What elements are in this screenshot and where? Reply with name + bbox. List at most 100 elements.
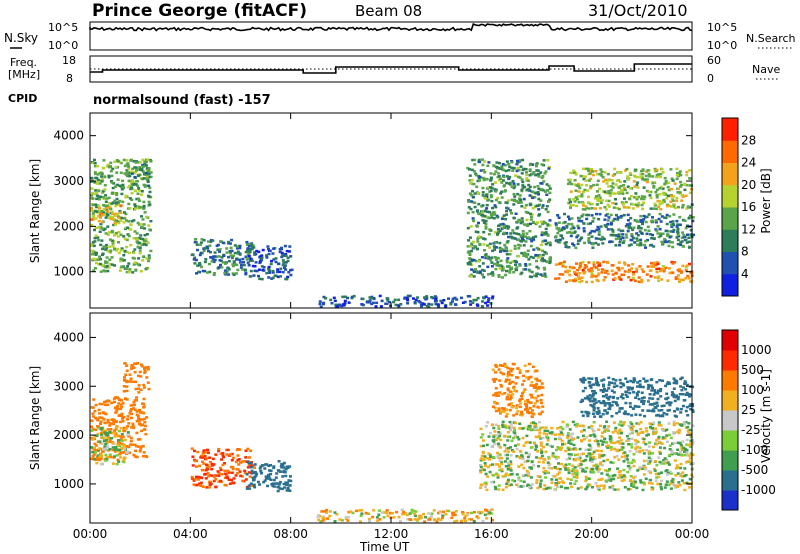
scatter-cell [140,177,144,181]
scatter-cell [539,437,543,440]
scatter-cell [489,186,492,189]
scatter-cell [571,242,575,245]
scatter-cell [648,422,652,425]
scatter-cell [667,483,671,487]
scatter-cell [639,241,643,245]
scatter-cell [249,269,253,273]
scatter-cell [138,168,142,171]
scatter-cell [475,185,479,189]
scatter-cell [672,203,676,207]
scatter-cell [688,169,692,172]
scatter-cell [470,178,474,182]
scatter-cell [248,250,252,254]
scatter-cell [501,423,505,427]
scatter-cell [138,246,142,249]
scatter-cell [110,230,114,234]
scatter-cell [405,296,409,300]
scatter-cell [265,256,269,259]
scatter-cell [368,296,372,299]
scatter-cell [276,485,280,489]
scatter-cell [640,169,643,173]
scatter-cell [115,426,118,429]
scatter-cell [516,175,520,179]
scatter-cell [246,257,249,260]
scatter-cell [569,234,573,238]
scatter-cell [675,167,679,171]
scatter-cell [588,269,592,273]
scatter-cell [524,264,528,267]
scatter-cell [628,171,632,175]
scatter-cell [494,365,498,368]
scatter-cell [497,178,501,182]
scatter-cell [190,477,194,480]
scatter-cell [537,187,541,191]
scatter-cell [253,269,257,273]
scatter-cell [221,463,225,467]
scatter-cell [225,453,229,456]
scatter-cell [572,266,576,270]
scatter-cell [658,193,662,196]
scatter-cell [529,401,533,404]
power-panel-frame [89,112,693,309]
scatter-cell [499,412,502,415]
scatter-cell [571,225,575,228]
scatter-cell [504,217,508,221]
scatter-cell [522,480,526,483]
scatter-cell [609,189,613,192]
scatter-cell [114,446,118,450]
scatter-cell [102,269,106,272]
scatter-cell [528,203,532,207]
scatter-cell [100,433,104,437]
scatter-cell [588,381,592,384]
scatter-cell [522,466,526,470]
scatter-cell [105,256,109,259]
scatter-cell [129,223,133,226]
scatter-cell [96,454,100,457]
scatter-cell [113,212,117,216]
scatter-cell [581,202,585,205]
scatter-cell [115,193,119,197]
scatter-cell [367,517,371,521]
scatter-cell [669,487,673,490]
scatter-cell [247,484,251,487]
scatter-cell [127,434,131,438]
scatter-cell [615,412,619,415]
scatter-cell [123,438,127,442]
scatter-cell [225,251,229,254]
colorbar-segment [722,251,738,275]
scatter-cell [147,254,151,257]
scatter-cell [547,471,550,474]
scatter-cell [681,440,685,443]
scatter-cell [504,447,508,450]
scatter-cell [582,167,586,171]
scatter-cell [619,395,623,399]
scatter-cell [596,470,600,473]
scatter-cell [670,451,674,454]
scatter-cell [562,226,565,229]
scatter-cell [270,259,273,263]
scatter-cell [595,266,599,269]
scatter-cell [132,366,136,369]
scatter-cell [681,203,685,207]
scatter-cell [252,274,256,277]
scatter-cell [148,228,152,231]
scatter-cell [468,257,472,260]
scatter-cell [142,397,146,401]
scatter-cell [572,447,576,451]
scatter-cell [597,227,601,231]
scatter-cell [614,379,618,382]
scatter-cell [119,403,123,406]
scatter-cell [125,169,129,172]
scatter-cell [497,424,501,428]
scatter-cell [469,303,473,306]
scatter-cell [483,455,487,458]
scatter-cell [202,249,206,252]
scatter-cell [115,462,119,466]
scatter-cell [226,469,230,473]
scatter-cell [637,226,640,230]
scatter-cell [510,406,514,409]
scatter-cell [217,472,221,475]
scatter-cell [136,221,140,225]
scatter-cell [509,467,513,470]
scatter-cell [476,231,480,234]
